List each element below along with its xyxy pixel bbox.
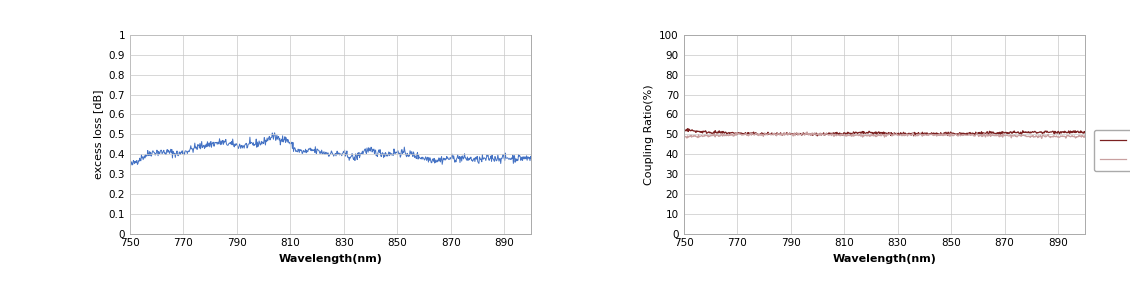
- port 1(%): [791, 132, 805, 135]
- port2(%): [775, 133, 789, 137]
- port 1(%): [1040, 131, 1053, 134]
- port2(%): [1078, 134, 1092, 138]
- X-axis label: Wavelength(nm): Wavelength(nm): [279, 254, 382, 264]
- port2(%): [677, 136, 690, 140]
- X-axis label: Wavelength(nm): Wavelength(nm): [833, 254, 936, 264]
- port2(%): [790, 131, 803, 134]
- port 1(%): [805, 133, 818, 136]
- Line: port2(%): port2(%): [684, 132, 1085, 138]
- port 1(%): [907, 134, 921, 138]
- port2(%): [800, 130, 814, 134]
- port2(%): [1040, 134, 1053, 138]
- port 1(%): [677, 128, 690, 131]
- port 1(%): [1078, 131, 1092, 135]
- port 1(%): [990, 131, 1003, 135]
- port2(%): [1035, 137, 1049, 140]
- port 1(%): [941, 131, 955, 134]
- port2(%): [941, 133, 955, 137]
- Y-axis label: excess loss [dB]: excess loss [dB]: [93, 90, 103, 179]
- port2(%): [805, 132, 818, 135]
- Line: port 1(%): port 1(%): [684, 129, 1085, 136]
- Legend: port 1(%), port2(%): port 1(%), port2(%): [1094, 130, 1130, 171]
- Y-axis label: Coupling Ratio(%): Coupling Ratio(%): [644, 84, 653, 185]
- port 1(%): [677, 127, 690, 131]
- port 1(%): [775, 133, 789, 137]
- port2(%): [990, 134, 1003, 138]
